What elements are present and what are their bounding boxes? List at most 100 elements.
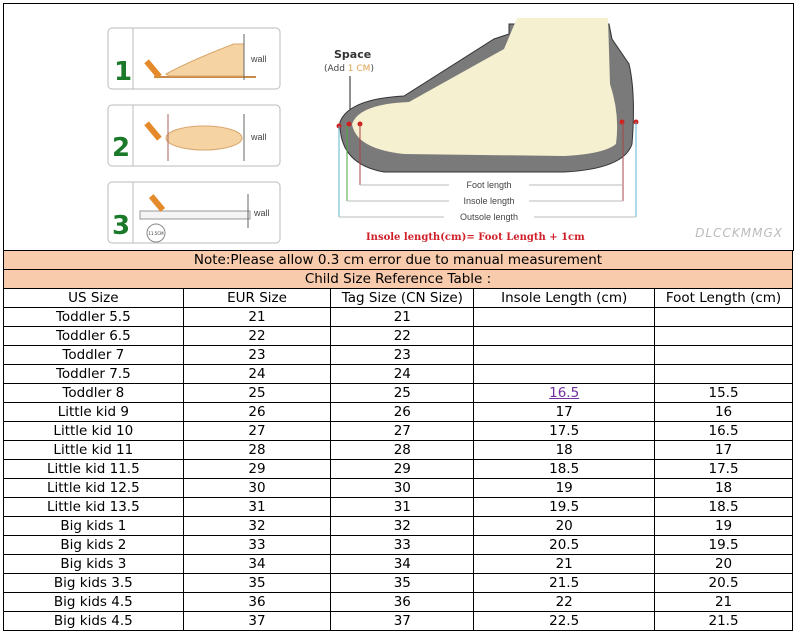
- watermark: DLCCKMMGX: [695, 226, 783, 240]
- table-cell: 22: [330, 326, 475, 346]
- table-cell: Little kid 11.5: [3, 459, 184, 479]
- svg-text:Space: Space: [334, 48, 371, 61]
- table-cell: 16: [654, 402, 793, 422]
- table-cell: 16.5: [473, 383, 656, 403]
- table-cell: 22.5: [473, 611, 656, 631]
- shoe-diagram: Space (Add 1 CM) Foot length Insole leng…: [324, 18, 639, 243]
- table-cell: 18.5: [473, 459, 656, 479]
- table-cell: Toddler 7.5: [3, 364, 184, 384]
- table-cell: 37: [330, 611, 475, 631]
- table-cell: 22: [182, 326, 332, 346]
- table-cell: 25: [330, 383, 475, 403]
- table-cell: 24: [330, 364, 475, 384]
- table-row: Toddler 5.5 21 21: [3, 307, 793, 327]
- table-cell: 29: [330, 459, 475, 479]
- table-cell: [654, 364, 793, 384]
- table-cell: [473, 326, 656, 346]
- table-cell: 28: [330, 440, 475, 460]
- table-cell: Little kid 10: [3, 421, 184, 441]
- table-cell: 27: [182, 421, 332, 441]
- svg-text:11.5CM: 11.5CM: [148, 231, 164, 236]
- table-cell: 21.5: [654, 611, 793, 631]
- table-cell: Toddler 7: [3, 345, 184, 365]
- table-row: Little kid 9 26 26 17 16: [3, 402, 793, 422]
- table-cell: Little kid 12.5: [3, 478, 184, 498]
- table-cell: 26: [330, 402, 475, 422]
- svg-text:Insole length(cm)= Foot Length: Insole length(cm)= Foot Length + 1cm: [366, 232, 585, 243]
- svg-text:wall: wall: [250, 132, 267, 142]
- table-cell: 33: [182, 535, 332, 555]
- table-cell: 19.5: [654, 535, 793, 555]
- table-cell: 22: [473, 592, 656, 612]
- table-cell: [473, 345, 656, 365]
- table-cell: 20.5: [473, 535, 656, 555]
- table-cell: Big kids 2: [3, 535, 184, 555]
- table-cell: 23: [330, 345, 475, 365]
- step-1-panel: 1 wall: [107, 27, 281, 90]
- column-header: Tag Size (CN Size): [330, 288, 475, 308]
- measurement-illustration: 1 wall 2 wall 3 wall 11.5CM Space (Add 1…: [3, 3, 794, 251]
- table-title: Child Size Reference Table :: [3, 269, 793, 289]
- table-cell: Big kids 4.5: [3, 611, 184, 631]
- table-cell: Little kid 11: [3, 440, 184, 460]
- table-row: Big kids 3.5 35 35 21.5 20.5: [3, 573, 793, 593]
- table-cell: 34: [330, 554, 475, 574]
- table-cell: 32: [182, 516, 332, 536]
- table-row: Toddler 7 23 23: [3, 345, 793, 365]
- svg-text:2: 2: [112, 133, 130, 163]
- table-cell: 28: [182, 440, 332, 460]
- table-cell: 37: [182, 611, 332, 631]
- table-row: Big kids 4.5 37 37 22.5 21.5: [3, 611, 793, 631]
- table-cell: 17.5: [473, 421, 656, 441]
- svg-text:(Add 1 CM): (Add 1 CM): [324, 64, 374, 74]
- table-row: Big kids 1 32 32 20 19: [3, 516, 793, 536]
- table-cell: 25: [182, 383, 332, 403]
- table-cell: 32: [330, 516, 475, 536]
- table-cell: 27: [330, 421, 475, 441]
- table-cell: 21: [473, 554, 656, 574]
- column-header: Insole Length (cm): [473, 288, 656, 308]
- table-cell: 21: [182, 307, 332, 327]
- cell-link[interactable]: 16.5: [549, 385, 580, 401]
- table-cell: [654, 307, 793, 327]
- table-cell: 21: [330, 307, 475, 327]
- table-row: Toddler 8 25 25 16.5 15.5: [3, 383, 793, 403]
- step-2-panel: 2 wall: [107, 104, 281, 167]
- note-row: Note:Please allow 0.3 cm error due to ma…: [3, 250, 793, 270]
- table-row: Little kid 10 27 27 17.5 16.5: [3, 421, 793, 441]
- header-row: US Size EUR Size Tag Size (CN Size) Insole …: [3, 288, 793, 308]
- table-cell: 19.5: [473, 497, 656, 517]
- table-row: Little kid 11 28 28 18 17: [3, 440, 793, 460]
- svg-text:Foot length: Foot length: [466, 180, 511, 190]
- table-cell: 18: [654, 478, 793, 498]
- table-cell: Little kid 13.5: [3, 497, 184, 517]
- table-cell: 21.5: [473, 573, 656, 593]
- table-row: Big kids 4.5 36 36 22 21: [3, 592, 793, 612]
- table-cell: 34: [182, 554, 332, 574]
- table-cell: [473, 307, 656, 327]
- table-cell: 35: [330, 573, 475, 593]
- table-row: Big kids 2 33 33 20.5 19.5: [3, 535, 793, 555]
- table-cell: 23: [182, 345, 332, 365]
- table-cell: Toddler 5.5: [3, 307, 184, 327]
- table-cell: 29: [182, 459, 332, 479]
- table-cell: 17: [473, 402, 656, 422]
- table-row: Toddler 7.5 24 24: [3, 364, 793, 384]
- table-cell: Toddler 6.5: [3, 326, 184, 346]
- table-cell: 24: [182, 364, 332, 384]
- svg-text:Insole length: Insole length: [463, 196, 514, 206]
- table-row: Little kid 12.5 30 30 19 18: [3, 478, 793, 498]
- table-cell: Big kids 1: [3, 516, 184, 536]
- table-cell: 30: [330, 478, 475, 498]
- table-cell: Big kids 3.5: [3, 573, 184, 593]
- size-chart-table: Note:Please allow 0.3 cm error due to ma…: [3, 250, 793, 631]
- table-cell: 19: [473, 478, 656, 498]
- column-header: EUR Size: [182, 288, 332, 308]
- column-header: Foot Length (cm): [654, 288, 793, 308]
- table-cell: 15.5: [654, 383, 793, 403]
- table-cell: Toddler 8: [3, 383, 184, 403]
- table-cell: [654, 345, 793, 365]
- table-cell: 18.5: [654, 497, 793, 517]
- table-cell: 19: [654, 516, 793, 536]
- table-cell: 31: [330, 497, 475, 517]
